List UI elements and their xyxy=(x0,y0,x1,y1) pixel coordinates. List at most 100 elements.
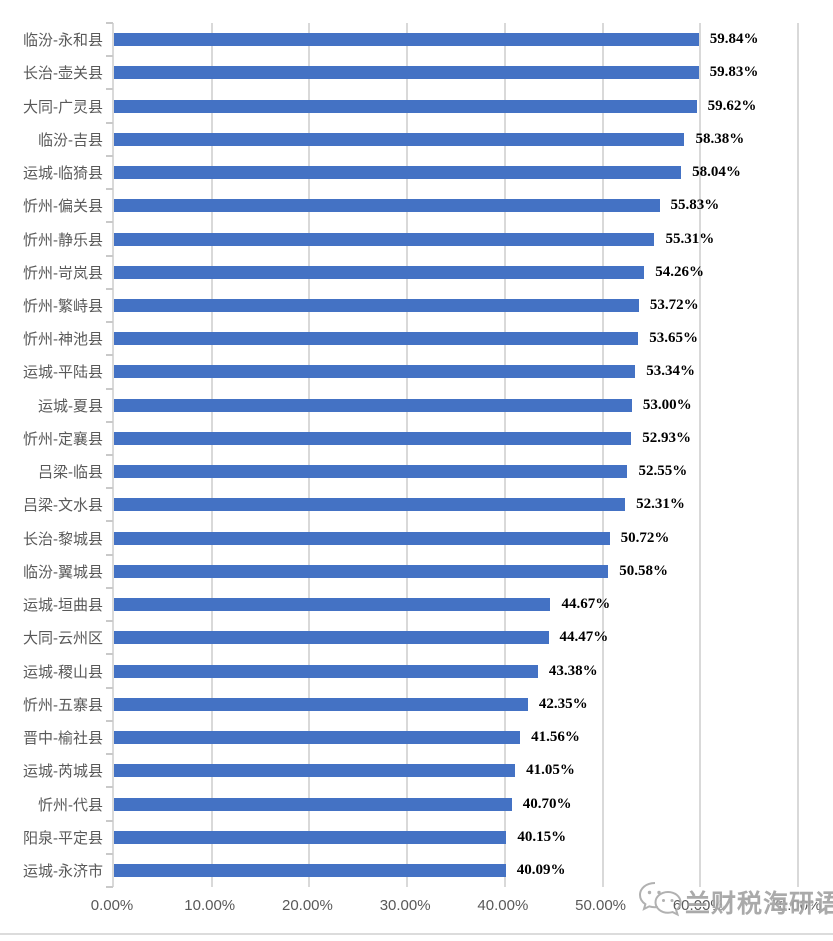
axis-tick xyxy=(106,188,113,191)
gridline xyxy=(797,23,799,887)
value-label: 53.34% xyxy=(646,363,695,380)
bar-row: 54.26% xyxy=(114,256,798,289)
bar xyxy=(114,66,699,80)
bar xyxy=(114,398,632,412)
axis-tick xyxy=(106,686,113,689)
category-label: 运城-夏县 xyxy=(38,397,103,415)
x-tick-label: 40.00% xyxy=(477,897,529,914)
plot-area: 59.84% 59.83% 59.62% 58.38% 58.04% 55.83… xyxy=(106,22,799,888)
value-label: 58.38% xyxy=(695,130,745,147)
category-label: 运城-临猗县 xyxy=(23,165,103,183)
category-label: 忻州-岢岚县 xyxy=(23,264,103,282)
axis-tick xyxy=(106,819,113,822)
bar xyxy=(114,531,610,545)
axis-tick xyxy=(106,22,113,24)
axis-tick xyxy=(106,88,113,91)
category-label: 忻州-定襄县 xyxy=(23,430,103,448)
x-tick-label: 60.00% xyxy=(672,897,724,914)
axis-tick xyxy=(106,487,113,490)
axis-tick xyxy=(106,586,113,589)
bar xyxy=(114,830,507,844)
x-tick-label: 50.00% xyxy=(575,897,626,914)
bar xyxy=(114,631,549,645)
bar xyxy=(114,764,516,778)
axis-tick xyxy=(106,221,113,224)
category-label: 忻州-神池县 xyxy=(23,331,103,349)
bar-row: 53.72% xyxy=(114,289,798,322)
value-label: 53.00% xyxy=(642,396,692,413)
bar xyxy=(114,664,538,678)
bar-row: 52.31% xyxy=(114,488,798,521)
value-label: 52.31% xyxy=(636,496,685,513)
bottom-divider xyxy=(0,933,833,935)
value-label: 59.62% xyxy=(707,97,757,114)
category-label: 运城-稷山县 xyxy=(23,663,103,681)
bar-row: 43.38% xyxy=(114,654,798,687)
bar xyxy=(114,298,639,312)
bar-row: 42.35% xyxy=(114,688,798,721)
bar-row: 52.55% xyxy=(114,455,798,488)
x-tick-label: 70.00% xyxy=(770,897,822,914)
axis-tick xyxy=(106,786,113,789)
bar-row: 55.31% xyxy=(114,222,798,255)
value-label: 40.70% xyxy=(522,795,572,812)
value-label: 41.56% xyxy=(531,729,580,746)
bar xyxy=(114,332,639,346)
category-label: 大同-云州区 xyxy=(23,630,103,648)
value-label: 40.09% xyxy=(516,861,566,878)
value-label: 59.84% xyxy=(709,31,759,48)
bar-row: 44.47% xyxy=(114,621,798,654)
gridline xyxy=(210,23,213,887)
bar xyxy=(114,498,626,512)
category-label: 运城-垣曲县 xyxy=(23,597,103,615)
value-label: 50.58% xyxy=(619,562,668,579)
value-label: 58.04% xyxy=(692,164,741,181)
bar-row: 58.38% xyxy=(114,123,798,156)
bar xyxy=(114,797,512,811)
category-label: 临汾-翼城县 xyxy=(23,563,103,581)
axis-tick xyxy=(106,154,113,157)
axis-tick xyxy=(106,620,113,623)
axis-tick xyxy=(106,321,113,324)
bar-row: 40.70% xyxy=(114,787,798,820)
bar xyxy=(114,365,636,379)
bar-row: 58.04% xyxy=(114,156,798,189)
value-label: 50.72% xyxy=(620,529,670,546)
bar-row: 55.83% xyxy=(114,189,798,222)
gridline xyxy=(699,23,702,887)
category-label: 运城-永济市 xyxy=(23,862,103,880)
axis-tick xyxy=(106,719,113,722)
value-label: 53.72% xyxy=(649,296,699,313)
category-label: 吕梁-临县 xyxy=(38,464,103,482)
bar-row: 53.00% xyxy=(114,389,798,422)
bar xyxy=(114,232,655,246)
bar xyxy=(114,598,551,612)
x-tick-label: 20.00% xyxy=(281,897,333,914)
category-label: 运城-平陆县 xyxy=(23,364,103,382)
category-label: 长治-壶关县 xyxy=(23,65,103,83)
bar-row: 40.15% xyxy=(114,821,798,854)
x-tick-label: 10.00% xyxy=(184,897,236,914)
category-label: 临汾-吉县 xyxy=(38,131,103,149)
axis-tick xyxy=(106,852,113,855)
bar xyxy=(114,265,645,279)
axis-tick xyxy=(106,753,113,756)
category-label: 运城-芮城县 xyxy=(23,763,103,781)
bar-row: 50.72% xyxy=(114,522,798,555)
category-label: 忻州-代县 xyxy=(38,796,103,814)
axis-tick xyxy=(106,254,113,257)
bar xyxy=(114,431,632,445)
bar-row: 52.93% xyxy=(114,422,798,455)
category-label: 忻州-静乐县 xyxy=(23,231,103,249)
value-label: 55.83% xyxy=(670,197,720,214)
bar-row: 59.84% xyxy=(114,23,798,56)
bar-row: 44.67% xyxy=(114,588,798,621)
axis-tick xyxy=(106,653,113,656)
value-label: 44.47% xyxy=(559,629,609,646)
category-label: 长治-黎城县 xyxy=(23,530,103,548)
category-label: 阳泉-平定县 xyxy=(23,829,103,847)
axis-tick xyxy=(106,420,113,423)
value-label: 52.93% xyxy=(642,429,691,446)
category-label: 临汾-永和县 xyxy=(23,32,103,50)
